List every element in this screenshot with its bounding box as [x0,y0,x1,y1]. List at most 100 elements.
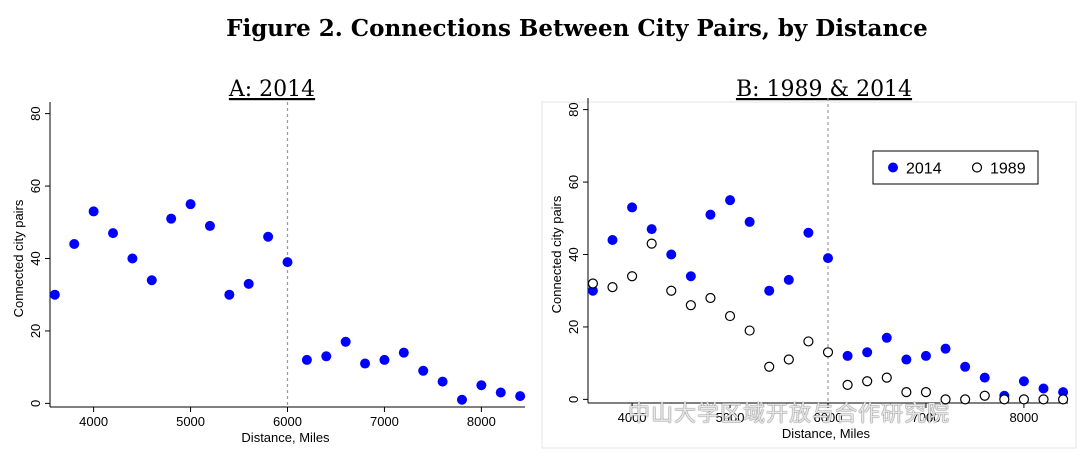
data-point-series [495,387,506,398]
y-axis-title: Connected city pairs [549,195,564,313]
data-point-2014 [1018,376,1029,387]
data-point-1989 [685,300,696,311]
panel-title: A: 2014 [228,77,315,102]
data-point-2014 [1038,383,1049,394]
legend-marker-2014 [888,162,898,173]
data-point-2014 [1058,387,1069,398]
data-point-series [146,275,157,286]
data-point-1989 [960,394,971,405]
data-point-1989 [744,325,755,336]
data-point-2014 [685,271,696,282]
data-point-2014 [842,350,853,361]
chart-panel-a: A: 2014 0 20 40 60 80 4000 5000 6000 7000 8000 Dist… [11,77,526,445]
data-point-1989 [999,394,1010,405]
data-point-2014 [940,343,951,354]
data-point-2014 [666,249,677,260]
data-point-2014 [587,285,598,296]
data-point-1989 [1018,394,1030,405]
data-point-2014 [725,195,736,206]
legend-marker-1989 [971,162,983,173]
y-tick-label: 80 [566,102,581,116]
y-tick-label: 40 [566,247,581,261]
data-point-series [398,347,409,358]
data-point-series [108,228,119,239]
data-point-1989 [607,281,618,293]
data-point-1989 [862,376,873,387]
data-point-2014 [823,253,833,264]
data-point-1989 [626,271,638,282]
data-point-series [166,213,177,224]
x-tick-label: 7000 [911,410,940,425]
x-tick-label: 5000 [176,414,205,429]
data-point-1989 [803,336,814,347]
data-point-1989 [842,379,853,390]
data-point-series [360,358,371,369]
data-point-series [379,354,390,365]
data-point-1989 [901,387,912,398]
data-point-1989 [822,347,834,358]
data-point-series [476,380,487,391]
data-point-series [127,253,138,264]
data-point-series [437,376,448,387]
data-point-series [456,394,467,405]
y-tick-label: 0 [28,400,43,407]
data-point-2014 [627,202,638,213]
x-tick-label: 4000 [79,414,108,429]
data-point-series [340,336,351,347]
data-point-series [69,239,80,250]
data-point-1989 [1058,394,1069,405]
data-point-1989 [705,292,716,304]
y-tick-label: 20 [566,320,581,334]
data-point-series [243,278,254,289]
charts-layer: A: 2014 0 20 40 60 80 4000 5000 6000 7000 8000 Dist… [11,77,1077,449]
data-point-1989 [1038,394,1049,405]
data-point-2014 [920,350,931,361]
data-point-2014 [646,224,657,235]
data-point-2014 [764,285,775,296]
y-tick-label: 80 [28,106,43,120]
y-axis-title: Connected city pairs [11,199,26,317]
x-axis-title: Distance, Miles [241,430,330,445]
data-point-2014 [960,361,971,372]
data-point-1989 [920,387,932,398]
data-point-series [282,257,293,268]
data-point-2014 [744,216,755,227]
data-point-2014 [979,372,990,383]
y-tick-label: 60 [566,175,581,189]
y-tick-label: 40 [28,251,43,265]
data-point-2014 [783,274,794,285]
data-point-2014 [862,347,873,358]
data-point-2014 [705,209,716,220]
figure-title: Figure 2. Connections Between City Pairs… [226,15,928,42]
data-point-1989 [979,390,990,401]
x-tick-label: 7000 [370,414,399,429]
data-point-2014 [607,235,618,246]
x-tick-label: 6000 [273,414,302,429]
data-point-1989 [646,238,657,249]
data-point-1989 [940,394,951,405]
x-axis-title: Distance, Miles [782,426,871,441]
x-tick-label: 8000 [1009,410,1038,425]
data-point-series [418,365,429,376]
x-tick-label: 8000 [467,414,496,429]
x-tick-label: 5000 [716,410,745,425]
legend-label-2014: 2014 [906,161,942,178]
data-point-2014 [803,227,814,238]
data-point-series [185,199,196,210]
y-tick-label: 20 [28,324,43,338]
data-point-series [515,391,526,402]
y-tick-label: 0 [566,396,581,403]
data-point-1989 [783,354,794,365]
x-tick-label: 4000 [618,410,647,425]
data-point-1989 [881,372,892,383]
data-point-series [321,351,332,362]
data-point-series [224,289,235,300]
chart-panel-b: B: 1989 & 2014 0 20 40 60 80 4000 5000 6000 7000 8… [541,77,1077,449]
data-point-1989 [764,361,775,372]
watermark-text: 中山大学区域开放与合作研究院 [628,402,951,427]
data-point-series [204,220,215,231]
data-point-2014 [901,354,912,365]
data-point-1989 [587,278,598,289]
